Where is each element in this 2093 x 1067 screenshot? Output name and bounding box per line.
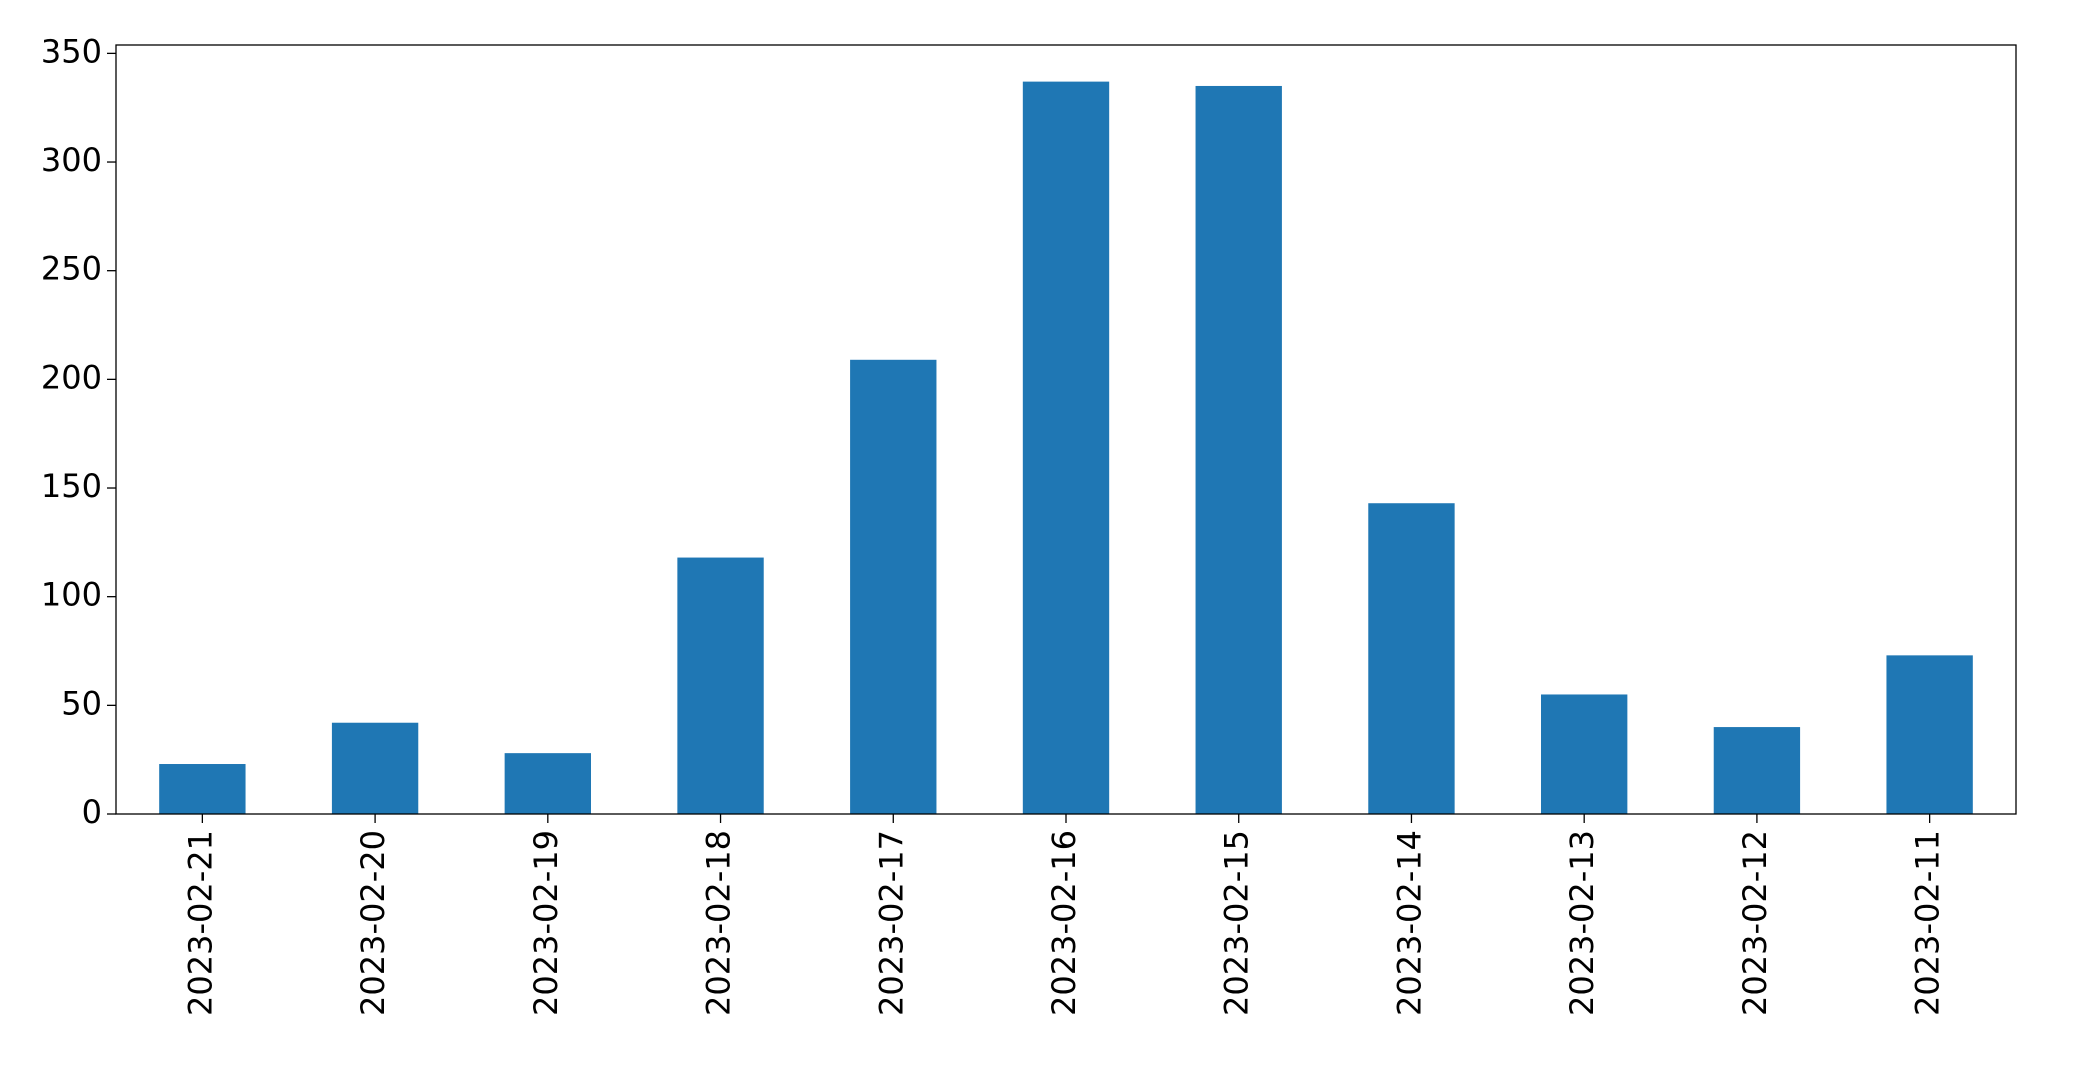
x-tick-label: 2023-02-16 <box>1045 830 1083 1016</box>
plot-frame <box>115 44 2017 815</box>
x-tick-label: 2023-02-21 <box>181 830 219 1016</box>
bar <box>159 764 246 814</box>
y-tick-label: 350 <box>41 32 102 70</box>
bar <box>1541 694 1628 814</box>
y-tick-label: 0 <box>82 793 102 831</box>
x-tick-label: 2023-02-15 <box>1218 830 1256 1016</box>
x-tick-label: 2023-02-13 <box>1563 830 1601 1016</box>
y-tick-label: 150 <box>41 467 102 505</box>
bar <box>1022 81 1110 815</box>
x-tick-label: 2023-02-20 <box>354 830 392 1016</box>
bar <box>504 753 591 814</box>
bar <box>677 557 764 814</box>
x-tick-label: 2023-02-19 <box>527 830 565 1016</box>
bar <box>1368 503 1455 814</box>
bar <box>850 359 937 814</box>
bar <box>1886 655 1973 814</box>
y-tick-label: 250 <box>41 250 102 288</box>
x-tick-label: 2023-02-11 <box>1909 830 1947 1016</box>
bar <box>1713 727 1801 814</box>
x-tick-label: 2023-02-14 <box>1390 830 1428 1016</box>
bar <box>331 722 419 814</box>
y-tick-label: 200 <box>41 358 102 396</box>
y-tick-label: 100 <box>41 576 102 614</box>
x-tick-label: 2023-02-18 <box>700 830 738 1016</box>
y-tick-label: 300 <box>41 141 102 179</box>
bar <box>1195 85 1282 815</box>
y-tick-label: 50 <box>61 684 102 722</box>
x-tick-label: 2023-02-17 <box>872 830 910 1016</box>
x-tick-label: 2023-02-12 <box>1736 830 1774 1016</box>
